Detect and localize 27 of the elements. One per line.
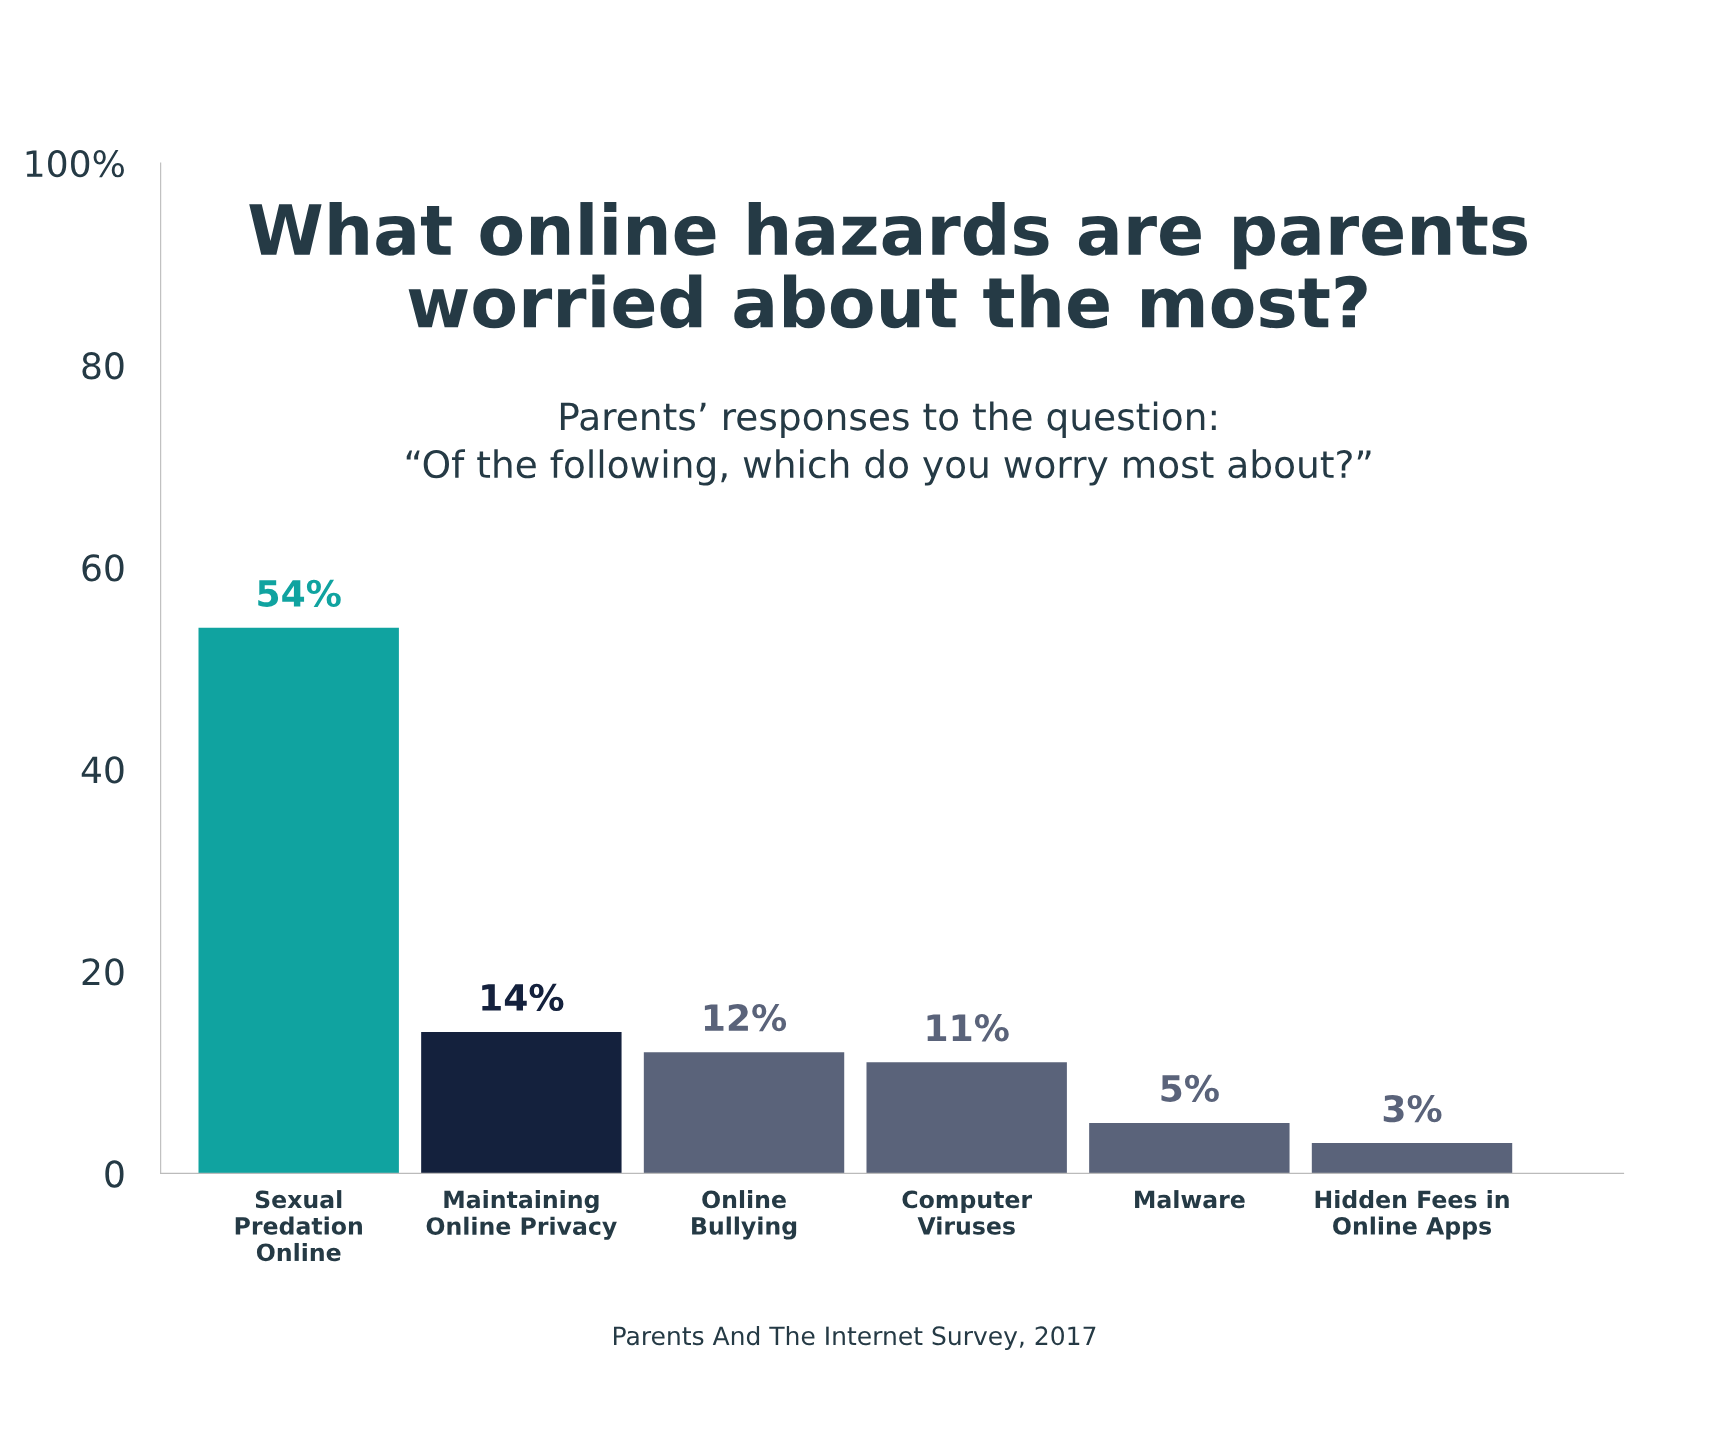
data-label: 11% bbox=[927, 1014, 1009, 1042]
bar bbox=[198, 627, 399, 1174]
data-label: 3% bbox=[1383, 1094, 1442, 1123]
y-tick-label: 0 bbox=[105, 1160, 124, 1188]
x-tick-label: Malware bbox=[1135, 1190, 1245, 1209]
bar bbox=[643, 1052, 845, 1174]
bar bbox=[1089, 1122, 1290, 1174]
x-tick-label: Online Bullying bbox=[692, 1190, 797, 1240]
data-label: 14% bbox=[482, 983, 564, 1012]
text: Parents’ responses to the question: “Of the following, which do you worry most about?” bbox=[406, 401, 1371, 486]
y-tick-label: 20 bbox=[82, 958, 124, 986]
y-tick-label: 80 bbox=[82, 352, 124, 380]
data-label: 12% bbox=[704, 1003, 787, 1032]
data-label: 5% bbox=[1161, 1074, 1219, 1103]
bar bbox=[1311, 1143, 1513, 1174]
y-tick-label: 100% bbox=[26, 150, 124, 178]
y-tick-label: 60 bbox=[82, 554, 124, 582]
x-tick-label: Sexual Predation Online bbox=[235, 1190, 362, 1262]
text: What online hazards are parents worried about the most? bbox=[249, 202, 1527, 329]
x-tick-label: Hidden Fees in Online Apps bbox=[1315, 1190, 1509, 1240]
y-tick-label: 40 bbox=[81, 756, 124, 784]
x-tick-label: Computer Viruses bbox=[902, 1190, 1033, 1235]
data-label: 54% bbox=[258, 579, 341, 607]
bar bbox=[866, 1062, 1067, 1174]
text: Parents And The Internet Survey, 2017 bbox=[614, 1325, 1096, 1351]
x-tick-label: Maintaining Online Privacy bbox=[426, 1190, 617, 1240]
bar bbox=[421, 1031, 622, 1174]
